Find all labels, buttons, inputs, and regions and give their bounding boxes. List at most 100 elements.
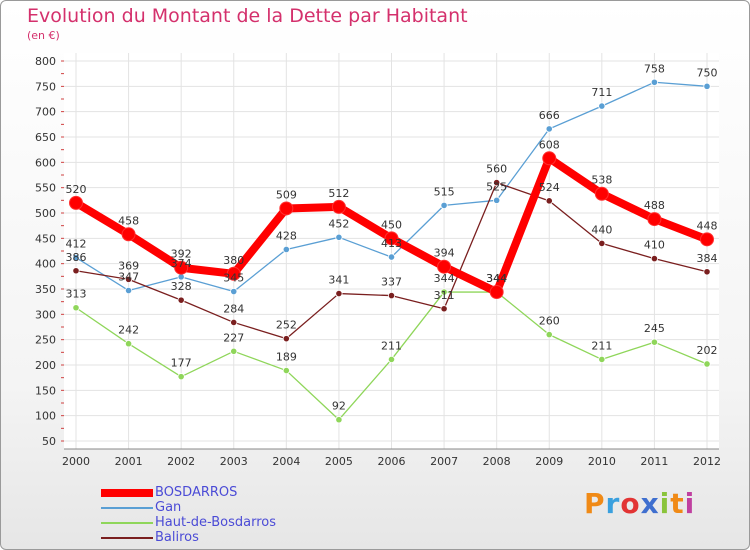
data-label: 520 xyxy=(66,183,87,196)
data-point xyxy=(545,197,553,205)
data-point xyxy=(650,255,659,263)
data-label: 211 xyxy=(591,339,612,352)
y-tick-label: 450 xyxy=(35,232,56,245)
data-point xyxy=(335,233,343,241)
data-label: 512 xyxy=(328,187,349,200)
data-point xyxy=(703,82,711,90)
x-tick-label: 2004 xyxy=(272,455,300,468)
data-point xyxy=(174,260,189,275)
data-label: 347 xyxy=(118,271,139,284)
x-tick-label: 2008 xyxy=(483,455,511,468)
data-label: 413 xyxy=(381,237,402,250)
data-point xyxy=(69,195,83,210)
data-point xyxy=(177,296,185,304)
data-label: 386 xyxy=(66,251,87,264)
data-point xyxy=(545,330,553,339)
data-point xyxy=(387,355,396,364)
data-point xyxy=(493,179,501,187)
x-tick-label: 2003 xyxy=(220,455,248,468)
data-label: 311 xyxy=(434,289,455,302)
x-tick-label: 2006 xyxy=(378,455,406,468)
y-tick-label: 800 xyxy=(35,55,56,68)
legend-swatch xyxy=(101,522,153,524)
y-tick-label: 400 xyxy=(35,258,56,271)
data-point xyxy=(282,335,290,343)
data-label: 337 xyxy=(381,276,402,289)
data-label: 211 xyxy=(381,339,402,352)
legend-item: BOSDARROS xyxy=(101,485,361,500)
data-point xyxy=(440,288,448,296)
data-label: 374 xyxy=(171,257,192,270)
data-point xyxy=(647,212,662,227)
x-tick-label: 2000 xyxy=(62,455,90,468)
x-tick-label: 2010 xyxy=(588,455,616,468)
data-point xyxy=(282,245,290,254)
data-label: 509 xyxy=(276,188,297,201)
data-label: 711 xyxy=(591,86,612,99)
data-label: 410 xyxy=(644,239,665,252)
data-point xyxy=(542,151,557,166)
data-label: 345 xyxy=(223,272,244,285)
legend-label: BOSDARROS xyxy=(155,485,238,500)
data-label: 252 xyxy=(276,319,297,332)
legend-label: Baliros xyxy=(155,530,199,545)
data-label: 344 xyxy=(486,272,507,285)
data-label: 440 xyxy=(591,223,612,236)
data-point xyxy=(387,291,396,300)
y-tick-label: 650 xyxy=(35,131,56,144)
data-label: 452 xyxy=(328,217,349,230)
x-tick-label: 2009 xyxy=(535,455,563,468)
data-point xyxy=(703,360,711,368)
data-label: 313 xyxy=(66,288,87,301)
y-tick-label: 550 xyxy=(35,182,56,195)
data-point xyxy=(124,340,133,348)
data-label: 328 xyxy=(171,280,192,293)
data-point xyxy=(230,347,238,355)
data-point xyxy=(72,304,80,312)
data-point xyxy=(489,285,504,300)
data-point xyxy=(124,286,133,295)
data-label: 450 xyxy=(381,218,402,231)
data-label: 758 xyxy=(644,62,665,75)
data-label: 284 xyxy=(223,302,244,315)
data-label: 608 xyxy=(539,138,560,151)
chart-title: Evolution du Montant de la Dette par Hab… xyxy=(27,5,468,27)
y-tick-label: 600 xyxy=(35,156,56,169)
data-point xyxy=(335,289,343,298)
data-point xyxy=(230,287,238,296)
data-label: 538 xyxy=(591,174,612,187)
legend-label: Gan xyxy=(155,500,182,515)
data-point xyxy=(121,227,136,242)
data-point xyxy=(72,253,80,262)
data-point xyxy=(700,232,714,247)
data-point xyxy=(545,125,553,133)
data-label: 560 xyxy=(486,163,507,176)
data-label: 412 xyxy=(66,238,87,251)
data-label: 380 xyxy=(223,254,244,267)
data-point xyxy=(650,338,659,346)
x-tick-label: 2012 xyxy=(693,455,721,468)
data-label: 458 xyxy=(118,214,139,227)
data-label: 384 xyxy=(697,252,718,265)
data-label: 344 xyxy=(434,272,455,285)
data-point xyxy=(440,305,448,313)
y-tick-label: 100 xyxy=(35,410,56,423)
legend-swatch xyxy=(101,537,153,539)
y-tick-label: 150 xyxy=(35,384,56,397)
legend-swatch xyxy=(101,489,153,497)
y-tick-label: 250 xyxy=(35,334,56,347)
y-tick-label: 750 xyxy=(35,80,56,93)
y-tick-label: 500 xyxy=(35,207,56,220)
data-label: 394 xyxy=(434,247,455,260)
x-tick-label: 2001 xyxy=(115,455,143,468)
x-tick-label: 2011 xyxy=(640,455,668,468)
x-tick-label: 2007 xyxy=(430,455,458,468)
data-label: 428 xyxy=(276,229,297,242)
data-label: 666 xyxy=(539,109,560,122)
y-tick-label: 200 xyxy=(35,359,56,372)
data-point xyxy=(331,199,346,214)
data-point xyxy=(493,196,501,204)
legend-item: Gan xyxy=(101,500,361,515)
data-point xyxy=(177,373,185,381)
